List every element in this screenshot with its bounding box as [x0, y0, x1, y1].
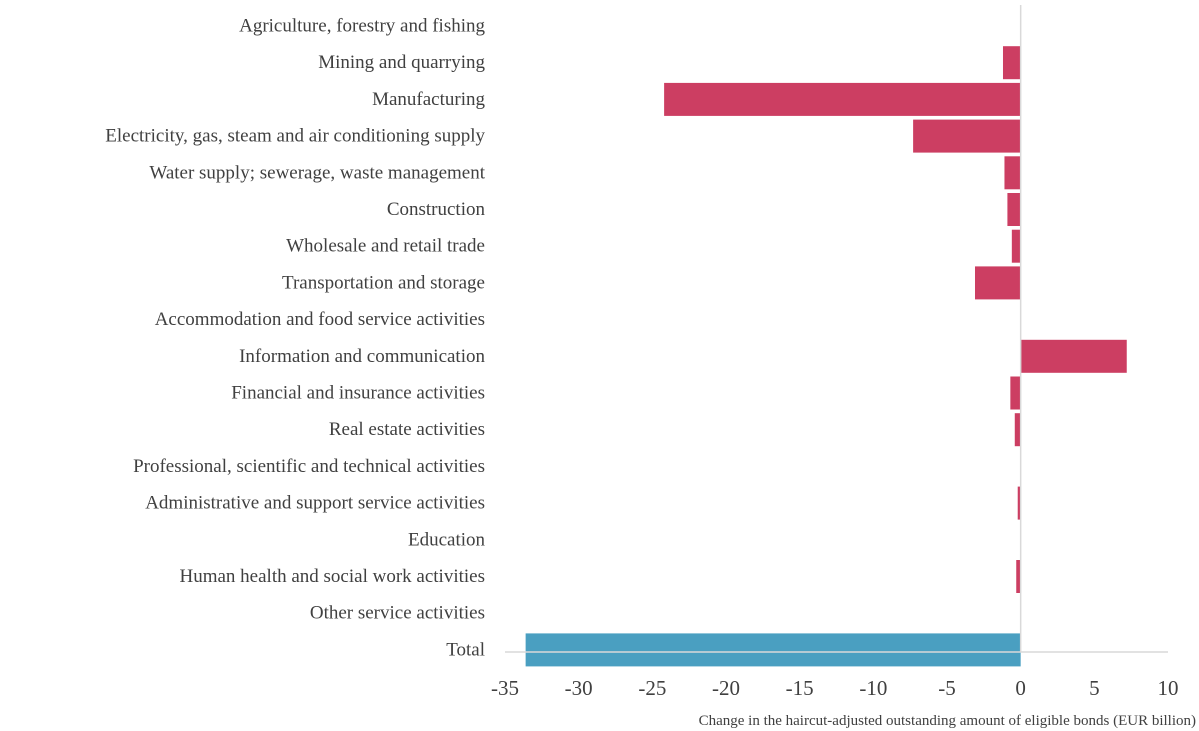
category-label-construction: Construction [387, 199, 486, 220]
category-label-financial-and-insurance-activities: Financial and insurance activities [231, 383, 485, 404]
category-label-real-estate-activities: Real estate activities [329, 419, 485, 440]
x-tick-label: -10 [859, 676, 887, 700]
x-tick-label: 10 [1158, 676, 1179, 700]
category-label-water-supply-sewerage-waste-management: Water supply; sewerage, waste management [149, 162, 485, 183]
bar-administrative-and-support-service-activities [1017, 486, 1021, 520]
bar-real-estate-activities [1014, 413, 1021, 447]
bar-human-health-and-social-work-activities [1016, 560, 1021, 593]
bar-manufacturing [664, 82, 1021, 116]
x-tick-label: -35 [491, 676, 519, 700]
x-axis-title: Change in the haircut-adjusted outstandi… [699, 713, 1196, 729]
category-labels: Agriculture, forestry and fishing Mining … [105, 16, 485, 661]
x-tick-labels: -35 -30 -25 -20 -15 -10 -5 0 5 10 [491, 676, 1179, 700]
x-tick-label: -30 [565, 676, 593, 700]
x-tick-label: -5 [938, 676, 956, 700]
x-tick-label: -20 [712, 676, 740, 700]
bar-construction [1007, 193, 1021, 226]
bar-information-and-communication [1020, 339, 1127, 373]
category-label-agriculture-forestry-and-fishing: Agriculture, forestry and fishing [239, 16, 485, 37]
category-label-other-service-activities: Other service activities [310, 603, 485, 624]
bar-water-supply-sewerage-waste-management [1004, 156, 1021, 190]
bar-total [525, 633, 1021, 667]
category-label-information-and-communication: Information and communication [239, 346, 485, 367]
bars-layer [525, 46, 1127, 667]
category-label-manufacturing: Manufacturing [372, 89, 485, 110]
category-label-accommodation-and-food-service-activities: Accommodation and food service activitie… [155, 309, 485, 330]
bar-electricity-gas-steam-and-air-conditioning-supply [913, 119, 1021, 153]
bar-transportation-and-storage [974, 266, 1021, 300]
category-label-human-health-and-social-work-activities: Human health and social work activities [180, 566, 486, 587]
category-label-mining-and-quarrying: Mining and quarrying [318, 52, 485, 73]
category-label-education: Education [408, 529, 486, 550]
bar-mining-and-quarrying [1002, 46, 1021, 80]
category-label-total: Total [446, 639, 485, 660]
category-label-electricity-gas-steam-and-air-conditioning-supply: Electricity, gas, steam and air conditio… [105, 126, 485, 147]
x-tick-label: -25 [638, 676, 666, 700]
x-tick-label: 0 [1015, 676, 1026, 700]
bar-financial-and-insurance-activities [1010, 376, 1021, 410]
category-label-professional-scientific-and-technical-activities: Professional, scientific and technical a… [133, 456, 485, 477]
category-label-administrative-and-support-service-activities: Administrative and support service activ… [145, 493, 485, 514]
x-tick-label: -15 [786, 676, 814, 700]
category-label-transportation-and-storage: Transportation and storage [282, 272, 485, 293]
category-label-wholesale-and-retail-trade: Wholesale and retail trade [286, 236, 485, 257]
x-tick-label: 5 [1089, 676, 1100, 700]
bar-wholesale-and-retail-trade [1011, 229, 1021, 263]
